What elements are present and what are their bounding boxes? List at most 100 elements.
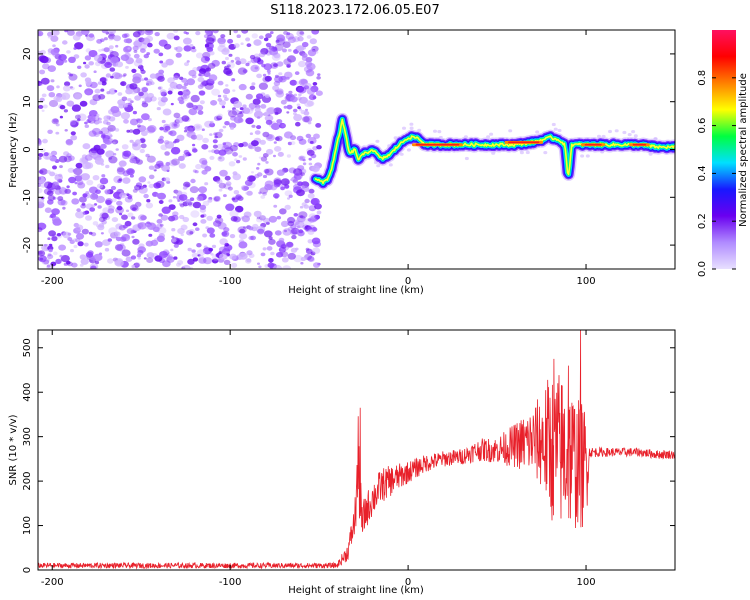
y-tick-label: 20 — [22, 48, 33, 61]
noise-point — [49, 156, 57, 162]
noise-point — [287, 48, 292, 52]
noise-point — [223, 259, 231, 265]
noise-point — [158, 200, 164, 204]
noise-point — [190, 210, 200, 218]
noise-point — [227, 38, 234, 44]
noise-point — [138, 214, 147, 221]
noise-point — [409, 126, 414, 130]
noise-point — [232, 152, 238, 157]
noise-point — [238, 143, 244, 148]
noise-point — [38, 187, 43, 194]
noise-point — [204, 120, 213, 128]
noise-point — [82, 143, 91, 150]
noise-point — [262, 76, 271, 83]
noise-point — [119, 192, 127, 199]
noise-point — [88, 50, 98, 58]
noise-point — [254, 146, 262, 152]
noise-point — [183, 82, 189, 87]
y-tick-label: -10 — [22, 189, 33, 205]
noise-point — [160, 96, 168, 103]
noise-point — [227, 186, 233, 191]
noise-point — [196, 243, 202, 248]
noise-point — [233, 116, 243, 124]
noise-point — [98, 120, 102, 124]
noise-point — [167, 254, 171, 257]
noise-point — [317, 73, 321, 76]
noise-point — [177, 91, 184, 96]
colorbar-tick-label: 0.2 — [697, 213, 708, 229]
noise-point — [231, 197, 236, 201]
noise-point — [307, 239, 313, 244]
noise-point — [307, 226, 313, 231]
noise-point — [208, 247, 214, 252]
noise-point — [302, 162, 307, 166]
noise-point — [293, 168, 303, 176]
noise-point — [99, 177, 109, 185]
noise-point — [608, 129, 612, 134]
noise-point — [116, 200, 123, 206]
noise-point — [197, 76, 205, 83]
noise-point — [282, 265, 292, 269]
noise-point — [167, 77, 175, 84]
noise-point — [60, 200, 68, 206]
noise-point — [114, 231, 121, 237]
noise-point — [76, 179, 84, 186]
noise-point — [178, 202, 183, 206]
noise-point — [303, 115, 313, 123]
noise-point — [122, 170, 130, 177]
noise-point — [171, 235, 175, 239]
noise-point — [224, 242, 229, 247]
noise-point — [71, 262, 78, 268]
noise-point — [82, 193, 88, 198]
noise-point — [109, 127, 114, 131]
noise-point — [306, 149, 315, 156]
noise-point — [67, 167, 75, 173]
noise-point — [308, 205, 315, 210]
noise-point — [282, 41, 291, 48]
noise-point — [138, 91, 144, 97]
noise-point — [207, 33, 212, 37]
noise-point — [296, 135, 304, 142]
noise-point — [91, 193, 98, 199]
noise-point — [121, 234, 131, 242]
noise-point — [107, 62, 111, 66]
noise-point — [272, 264, 283, 269]
noise-point — [176, 83, 183, 90]
noise-point — [251, 140, 259, 147]
noise-point — [123, 233, 130, 239]
noise-point — [149, 73, 157, 79]
noise-point — [276, 251, 284, 258]
noise-point — [265, 119, 273, 125]
noise-point — [196, 195, 204, 202]
noise-point — [276, 169, 285, 176]
noise-point — [116, 167, 126, 175]
noise-point — [204, 82, 214, 90]
noise-point — [88, 115, 96, 122]
noise-point — [99, 77, 107, 83]
noise-point — [120, 112, 130, 120]
noise-point — [69, 86, 73, 89]
noise-point — [100, 232, 104, 235]
noise-point — [288, 134, 296, 141]
noise-point — [287, 36, 296, 44]
snr-plot-area — [38, 330, 675, 570]
noise-point — [50, 35, 59, 42]
x-tick-label: -200 — [41, 276, 64, 287]
noise-point — [198, 186, 208, 194]
noise-point — [274, 43, 284, 52]
noise-point — [66, 50, 71, 54]
noise-point — [181, 77, 188, 83]
noise-point — [221, 60, 226, 65]
noise-point — [51, 216, 61, 223]
noise-point — [286, 63, 292, 68]
noise-point — [80, 173, 91, 181]
noise-point — [93, 54, 103, 62]
noise-point — [39, 180, 49, 188]
noise-point — [48, 92, 56, 98]
noise-point — [260, 252, 266, 257]
noise-point — [271, 46, 278, 52]
noise-point — [154, 31, 160, 37]
y-tick-label: 300 — [22, 427, 33, 446]
noise-point — [287, 220, 295, 227]
noise-point — [159, 60, 164, 64]
